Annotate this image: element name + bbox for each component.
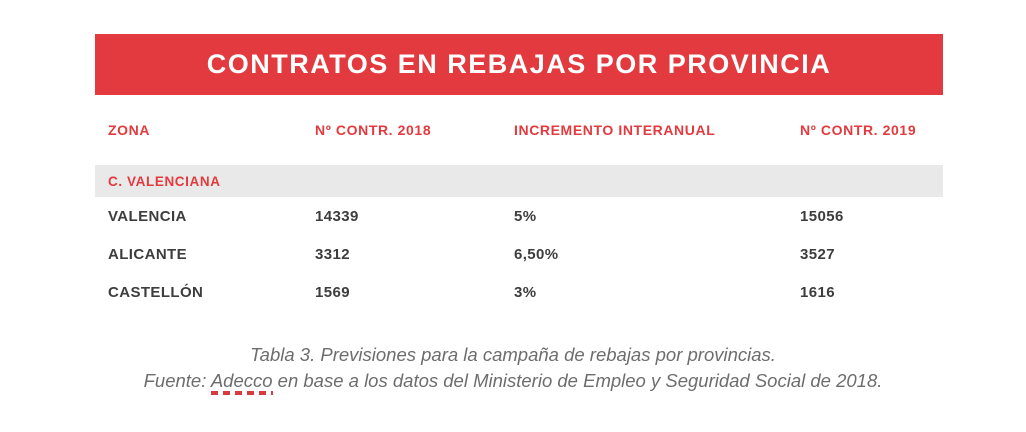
caption-line-2: Fuente: Adecco en base a los datos del M… (0, 368, 1026, 395)
column-header-contr-2019: Nº CONTR. 2019 (800, 122, 917, 138)
table-header-row: ZONA Nº CONTR. 2018 INCREMENTO INTERANUA… (95, 109, 943, 151)
section-band-valenciana: C. VALENCIANA (95, 165, 943, 197)
table-row: VALENCIA 14339 5% 15056 (95, 197, 943, 235)
cell-zona: ALICANTE (108, 245, 188, 263)
cell-contr-2019: 1616 (800, 283, 835, 301)
cell-contr-2019: 15056 (800, 207, 844, 225)
table-caption: Tabla 3. Previsiones para la campaña de … (0, 342, 1026, 395)
cell-contr-2018: 1569 (315, 283, 350, 301)
column-header-incremento: INCREMENTO INTERANUAL (514, 122, 716, 138)
cell-contr-2019: 3527 (800, 245, 835, 263)
cell-incremento: 3% (514, 283, 537, 301)
table-title-banner: CONTRATOS EN REBAJAS POR PROVINCIA (95, 34, 943, 95)
caption-source-prefix: Fuente: (143, 370, 211, 391)
caption-source-suffix: en base a los datos del Ministerio de Em… (272, 370, 883, 391)
cell-contr-2018: 14339 (315, 207, 359, 225)
table-title: CONTRATOS EN REBAJAS POR PROVINCIA (206, 49, 832, 79)
cell-contr-2018: 3312 (315, 245, 350, 263)
cell-incremento: 6,50% (514, 245, 559, 263)
cell-incremento: 5% (514, 207, 537, 225)
column-header-contr-2018: Nº CONTR. 2018 (315, 122, 432, 138)
caption-source-adecco: Adecco (210, 370, 273, 395)
table-row: ALICANTE 3312 6,50% 3527 (95, 235, 943, 273)
section-label: C. VALENCIANA (108, 173, 221, 189)
caption-line-1: Tabla 3. Previsiones para la campaña de … (250, 344, 776, 365)
column-header-zona: ZONA (108, 122, 151, 138)
table-row: CASTELLÓN 1569 3% 1616 (95, 273, 943, 311)
contracts-table: CONTRATOS EN REBAJAS POR PROVINCIA ZONA … (95, 34, 943, 311)
cell-zona: VALENCIA (108, 207, 187, 225)
cell-zona: CASTELLÓN (108, 283, 204, 301)
